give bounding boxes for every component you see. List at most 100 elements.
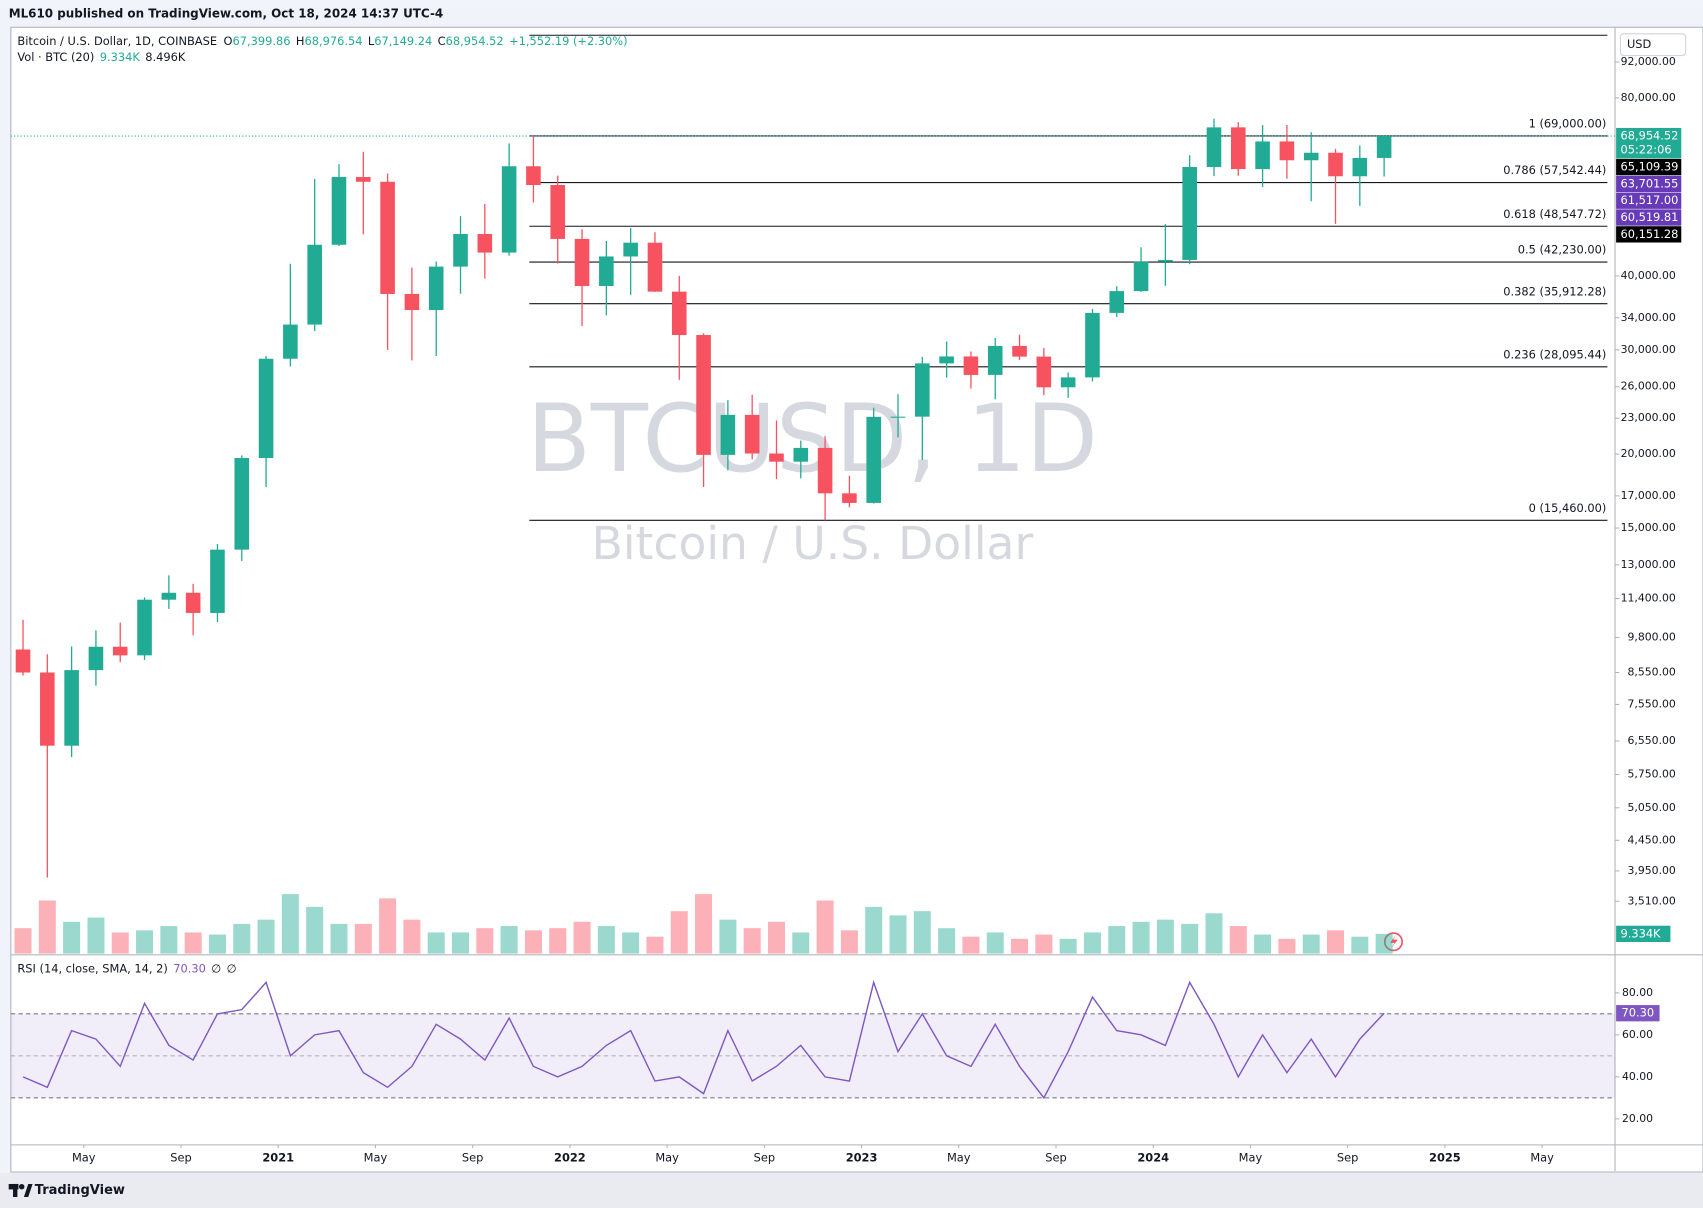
volume-bar bbox=[38, 900, 56, 954]
x-tick-label: 2021 bbox=[262, 1150, 294, 1164]
volume-bar bbox=[233, 923, 251, 954]
y-tick-label: 6,550.00 bbox=[1627, 734, 1675, 747]
price-label-box bbox=[1616, 192, 1682, 209]
y-tick-label: 15,000.00 bbox=[1621, 521, 1676, 534]
x-tick-label: 2024 bbox=[1137, 1150, 1169, 1164]
alert-icon[interactable] bbox=[1383, 932, 1403, 952]
volume-bar bbox=[403, 919, 421, 954]
volume-bar bbox=[1083, 932, 1101, 954]
y-tick-label: 3,510.00 bbox=[1627, 894, 1675, 907]
legend-change: +1,552.19 (+2.30%) bbox=[509, 34, 628, 48]
candle-body bbox=[623, 242, 638, 257]
footer-bar bbox=[0, 1173, 1703, 1208]
candle-body bbox=[915, 363, 930, 417]
volume-bar bbox=[452, 932, 470, 954]
x-tick-label: Sep bbox=[754, 1150, 775, 1164]
volume-bar bbox=[330, 923, 348, 954]
y-tick-label: 11,400.00 bbox=[1621, 592, 1676, 605]
y-tick-label: 17,000.00 bbox=[1621, 489, 1676, 502]
candle-body bbox=[1279, 141, 1295, 161]
y-tick-label: 26,000.00 bbox=[1621, 380, 1676, 393]
volume-bar bbox=[524, 930, 542, 954]
volume-bar bbox=[670, 911, 688, 954]
candle-body bbox=[1012, 345, 1027, 357]
price-label-box bbox=[1616, 158, 1682, 176]
rsi-legend-na: ∅ bbox=[211, 961, 221, 975]
x-tick-label: Sep bbox=[1337, 1150, 1358, 1164]
candle-body bbox=[526, 166, 541, 185]
legend-key: C bbox=[438, 34, 446, 48]
price-label: 61,517.00 bbox=[1620, 193, 1678, 207]
volume-bar bbox=[63, 921, 81, 954]
candle-body bbox=[1133, 261, 1149, 292]
volume-bar bbox=[1181, 923, 1199, 954]
legend-value: 67,399.86 bbox=[233, 34, 291, 48]
candle-body bbox=[599, 256, 614, 287]
volume-bar bbox=[549, 928, 567, 954]
volume-bar bbox=[622, 932, 640, 954]
legend-symbol: Bitcoin / U.S. Dollar, 1D, COINBASE bbox=[17, 34, 217, 48]
y-tick-label: 13,000.00 bbox=[1621, 558, 1676, 571]
fib-label: 1 (69,000.00) bbox=[1529, 116, 1607, 130]
fib-label: 0 (15,460.00) bbox=[1529, 501, 1607, 515]
volume-bar bbox=[1278, 938, 1296, 954]
volume-bar bbox=[865, 906, 883, 954]
candle-body bbox=[696, 335, 711, 455]
watermark-symbol: BTCUSD, 1D bbox=[527, 385, 1098, 494]
volume-label: 9.334K bbox=[1620, 926, 1661, 940]
volume-bar bbox=[1059, 938, 1077, 954]
rsi-tick-label: 40.00 bbox=[1622, 1070, 1653, 1083]
volume-bar bbox=[986, 932, 1004, 954]
candle-body bbox=[112, 646, 128, 656]
volume-bar bbox=[160, 926, 178, 954]
candle-body bbox=[477, 234, 493, 253]
y-tick-label: 23,000.00 bbox=[1621, 411, 1676, 424]
candle-body bbox=[550, 184, 566, 239]
countdown: 05:22:06 bbox=[1620, 143, 1671, 157]
candle-body bbox=[380, 181, 395, 294]
rsi-tick-label: 20.00 bbox=[1622, 1112, 1653, 1125]
x-tick-label: May bbox=[364, 1150, 388, 1164]
candle-body bbox=[817, 447, 833, 494]
candle-body bbox=[1060, 377, 1076, 388]
currency[interactable]: USD bbox=[1627, 37, 1652, 51]
y-tick-label: 5,750.00 bbox=[1627, 767, 1675, 780]
price-label-box bbox=[1616, 175, 1682, 193]
candle-body bbox=[866, 416, 881, 503]
volume-bar bbox=[257, 919, 275, 954]
volume-bar bbox=[792, 932, 810, 954]
volume-bar bbox=[281, 894, 299, 954]
legend-value: 67,149.24 bbox=[374, 34, 432, 48]
candle-body bbox=[355, 177, 371, 182]
price-label-box bbox=[1616, 209, 1682, 226]
volume-bar bbox=[1302, 934, 1320, 954]
candle-body bbox=[40, 672, 55, 746]
candle-body bbox=[1230, 127, 1246, 170]
candle-body bbox=[1376, 136, 1392, 158]
currency-box[interactable] bbox=[1619, 33, 1687, 57]
legend-value: 68,976.54 bbox=[304, 34, 362, 48]
price-label-box bbox=[1616, 226, 1682, 243]
candle-body bbox=[1182, 167, 1197, 260]
x-tick-label: May bbox=[72, 1150, 96, 1164]
footer-brand: TradingView bbox=[35, 1183, 125, 1198]
candle-body bbox=[185, 592, 201, 613]
volume-bar bbox=[1132, 921, 1150, 954]
candle-body bbox=[428, 266, 444, 311]
candle-body bbox=[1109, 291, 1125, 313]
chart-area bbox=[10, 26, 1703, 1173]
volume-bar bbox=[1108, 926, 1126, 954]
candle-body bbox=[842, 493, 857, 503]
x-tick-label: 2022 bbox=[554, 1150, 586, 1164]
candle-body bbox=[574, 238, 590, 287]
volume-bar bbox=[111, 932, 129, 954]
price-label: 68,954.52 bbox=[1620, 129, 1678, 143]
fib-label: 0.618 (48,547.72) bbox=[1503, 207, 1606, 221]
price-label: 60,519.81 bbox=[1620, 210, 1678, 224]
candle-body bbox=[234, 458, 250, 550]
candle-body bbox=[890, 416, 906, 418]
candle-body bbox=[720, 414, 736, 455]
candle-body bbox=[64, 670, 79, 746]
legend-key: O bbox=[224, 34, 233, 48]
y-tick-label: 4,450.00 bbox=[1627, 833, 1675, 846]
